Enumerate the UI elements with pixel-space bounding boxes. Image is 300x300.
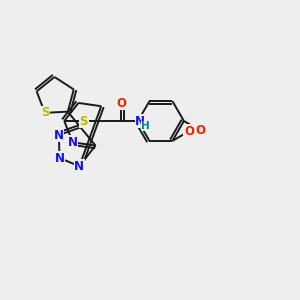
- Text: N: N: [55, 152, 64, 164]
- Text: N: N: [135, 115, 145, 128]
- Text: S: S: [80, 115, 88, 128]
- Text: N: N: [68, 136, 78, 149]
- Text: O: O: [195, 124, 206, 137]
- Text: H: H: [141, 121, 150, 131]
- Text: O: O: [184, 125, 194, 138]
- Text: S: S: [40, 106, 49, 119]
- Text: N: N: [54, 129, 64, 142]
- Text: O: O: [116, 97, 126, 110]
- Text: N: N: [74, 160, 84, 173]
